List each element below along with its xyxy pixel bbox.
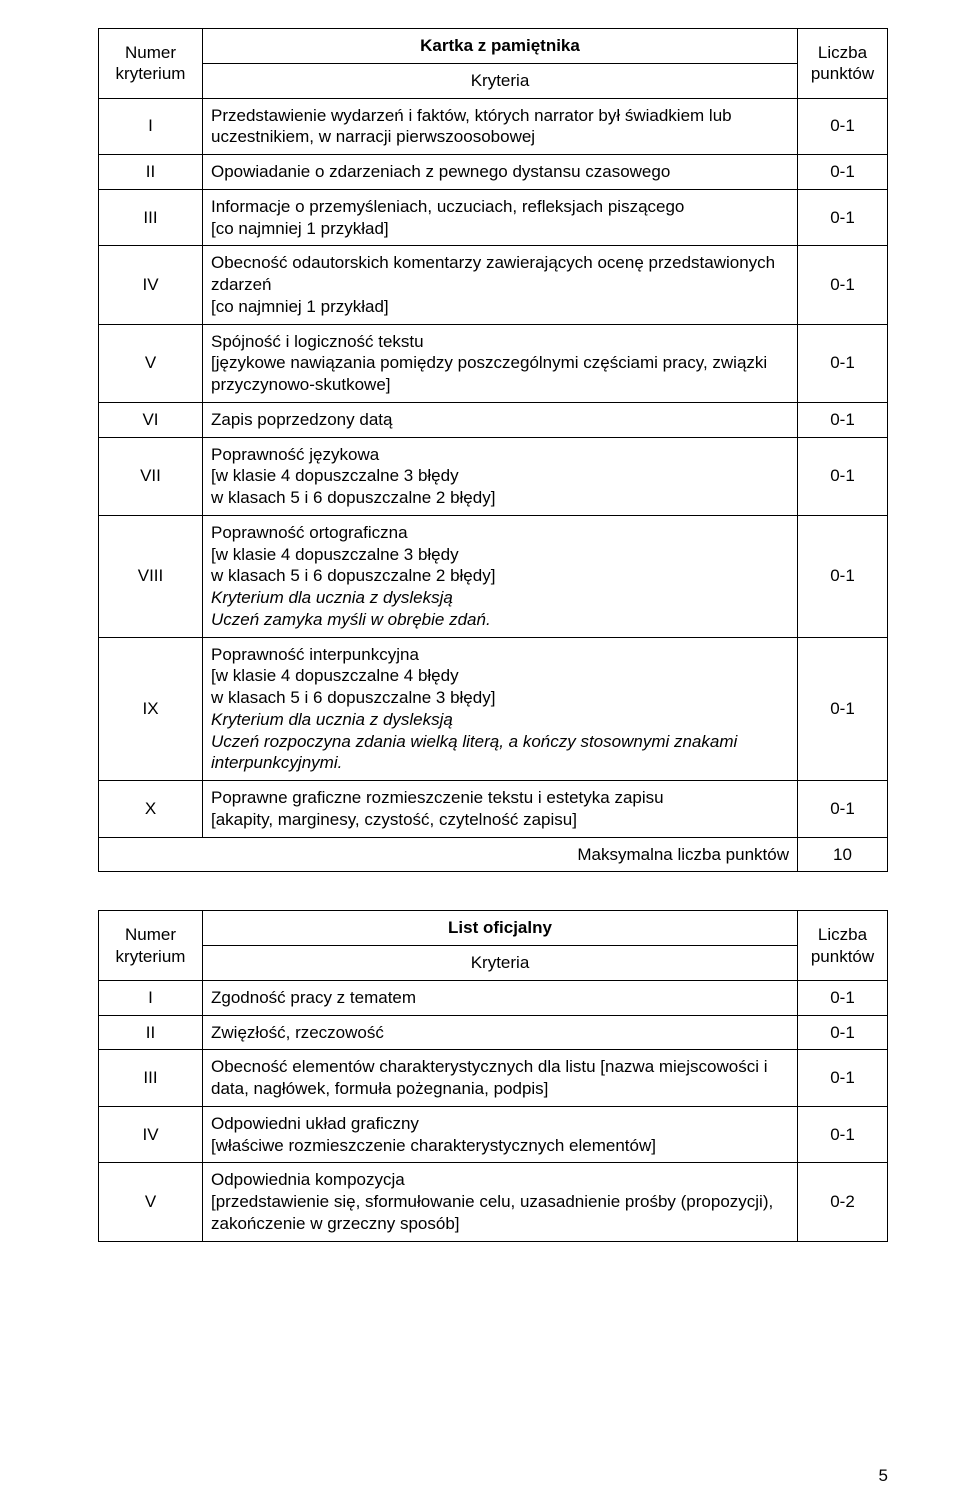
table-row: VI Zapis poprzedzony datą 0-1 bbox=[99, 402, 888, 437]
row-criteria-italic: Kryterium dla ucznia z dysleksjąUczeń ro… bbox=[211, 710, 737, 773]
header-liczba-punktow: Liczbapunktów bbox=[798, 911, 888, 981]
max-label: Maksymalna liczba punktów bbox=[99, 837, 798, 872]
header-label: Liczbapunktów bbox=[811, 43, 874, 84]
table-title: Kartka z pamiętnika bbox=[203, 29, 798, 64]
table-row: VII Poprawność językowa[w klasie 4 dopus… bbox=[99, 437, 888, 515]
row-points: 0-1 bbox=[798, 246, 888, 324]
row-num: IX bbox=[99, 637, 203, 781]
row-num: IV bbox=[99, 246, 203, 324]
row-num: III bbox=[99, 189, 203, 246]
row-num: V bbox=[99, 324, 203, 402]
row-criteria: Spójność i logiczność tekstu[językowe na… bbox=[203, 324, 798, 402]
row-criteria: Informacje o przemyśleniach, uczuciach, … bbox=[203, 189, 798, 246]
row-num: V bbox=[99, 1163, 203, 1241]
row-num: II bbox=[99, 1015, 203, 1050]
row-criteria: Przedstawienie wydarzeń i faktów, któryc… bbox=[203, 98, 798, 155]
table-row: IV Odpowiedni układ graficzny[właściwe r… bbox=[99, 1106, 888, 1163]
row-points: 0-1 bbox=[798, 324, 888, 402]
header-kryteria: Kryteria bbox=[203, 946, 798, 981]
row-num: I bbox=[99, 980, 203, 1015]
row-points: 0-1 bbox=[798, 155, 888, 190]
row-criteria: Obecność elementów charakterystycznych d… bbox=[203, 1050, 798, 1107]
row-criteria: Odpowiednia kompozycja[przedstawienie si… bbox=[203, 1163, 798, 1241]
table-row: II Zwięzłość, rzeczowość 0-1 bbox=[99, 1015, 888, 1050]
max-points: 10 bbox=[798, 837, 888, 872]
row-criteria: Zwięzłość, rzeczowość bbox=[203, 1015, 798, 1050]
row-points: 0-1 bbox=[798, 437, 888, 515]
page-number: 5 bbox=[879, 1466, 888, 1486]
table-row: I Przedstawienie wydarzeń i faktów, któr… bbox=[99, 98, 888, 155]
table-head-row: Kryteria bbox=[99, 946, 888, 981]
header-label: Numerkryterium bbox=[116, 925, 186, 966]
table-max-row: Maksymalna liczba punktów 10 bbox=[99, 837, 888, 872]
row-points: 0-1 bbox=[798, 189, 888, 246]
table-row: X Poprawne graficzne rozmieszczenie teks… bbox=[99, 781, 888, 838]
table-row: IX Poprawność interpunkcyjna[w klasie 4 … bbox=[99, 637, 888, 781]
row-criteria: Poprawność ortograficzna[w klasie 4 dopu… bbox=[203, 515, 798, 637]
table-row: III Informacje o przemyśleniach, uczucia… bbox=[99, 189, 888, 246]
header-label: Numerkryterium bbox=[116, 43, 186, 84]
table-title-row: Numerkryterium List oficjalny Liczbapunk… bbox=[99, 911, 888, 946]
rubric-table-kartka: Numerkryterium Kartka z pamiętnika Liczb… bbox=[98, 28, 888, 872]
row-points: 0-1 bbox=[798, 1015, 888, 1050]
row-points: 0-1 bbox=[798, 1106, 888, 1163]
table-head-row: Kryteria bbox=[99, 63, 888, 98]
table-row: III Obecność elementów charakterystyczny… bbox=[99, 1050, 888, 1107]
row-criteria: Poprawność językowa[w klasie 4 dopuszcza… bbox=[203, 437, 798, 515]
table-row: V Odpowiednia kompozycja[przedstawienie … bbox=[99, 1163, 888, 1241]
row-points: 0-1 bbox=[798, 515, 888, 637]
row-criteria-plain: Poprawność ortograficzna[w klasie 4 dopu… bbox=[211, 523, 495, 586]
row-criteria-plain: Poprawność interpunkcyjna[w klasie 4 dop… bbox=[211, 645, 495, 708]
table-title-row: Numerkryterium Kartka z pamiętnika Liczb… bbox=[99, 29, 888, 64]
row-points: 0-1 bbox=[798, 781, 888, 838]
header-numer-kryterium: Numerkryterium bbox=[99, 911, 203, 981]
table-row: I Zgodność pracy z tematem 0-1 bbox=[99, 980, 888, 1015]
row-num: IV bbox=[99, 1106, 203, 1163]
row-criteria: Opowiadanie o zdarzeniach z pewnego dyst… bbox=[203, 155, 798, 190]
row-num: I bbox=[99, 98, 203, 155]
row-criteria: Zapis poprzedzony datą bbox=[203, 402, 798, 437]
table-spacer bbox=[98, 872, 888, 910]
header-kryteria: Kryteria bbox=[203, 63, 798, 98]
row-criteria: Poprawne graficzne rozmieszczenie tekstu… bbox=[203, 781, 798, 838]
row-points: 0-1 bbox=[798, 980, 888, 1015]
row-criteria: Obecność odautorskich komentarzy zawiera… bbox=[203, 246, 798, 324]
row-points: 0-1 bbox=[798, 402, 888, 437]
row-criteria: Zgodność pracy z tematem bbox=[203, 980, 798, 1015]
row-points: 0-1 bbox=[798, 1050, 888, 1107]
row-points: 0-1 bbox=[798, 637, 888, 781]
row-points: 0-2 bbox=[798, 1163, 888, 1241]
table-row: V Spójność i logiczność tekstu[językowe … bbox=[99, 324, 888, 402]
header-numer-kryterium: Numerkryterium bbox=[99, 29, 203, 99]
row-criteria: Poprawność interpunkcyjna[w klasie 4 dop… bbox=[203, 637, 798, 781]
row-criteria-italic: Kryterium dla ucznia z dysleksjąUczeń za… bbox=[211, 588, 491, 629]
table-row: IV Obecność odautorskich komentarzy zawi… bbox=[99, 246, 888, 324]
row-num: VIII bbox=[99, 515, 203, 637]
row-num: II bbox=[99, 155, 203, 190]
row-num: X bbox=[99, 781, 203, 838]
rubric-table-list-oficjalny: Numerkryterium List oficjalny Liczbapunk… bbox=[98, 910, 888, 1241]
row-points: 0-1 bbox=[798, 98, 888, 155]
page: Numerkryterium Kartka z pamiętnika Liczb… bbox=[0, 0, 960, 1510]
row-num: VII bbox=[99, 437, 203, 515]
header-label: Liczbapunktów bbox=[811, 925, 874, 966]
row-criteria: Odpowiedni układ graficzny[właściwe rozm… bbox=[203, 1106, 798, 1163]
row-num: VI bbox=[99, 402, 203, 437]
header-liczba-punktow: Liczbapunktów bbox=[798, 29, 888, 99]
table-title: List oficjalny bbox=[203, 911, 798, 946]
table-row: II Opowiadanie o zdarzeniach z pewnego d… bbox=[99, 155, 888, 190]
row-num: III bbox=[99, 1050, 203, 1107]
table-row: VIII Poprawność ortograficzna[w klasie 4… bbox=[99, 515, 888, 637]
